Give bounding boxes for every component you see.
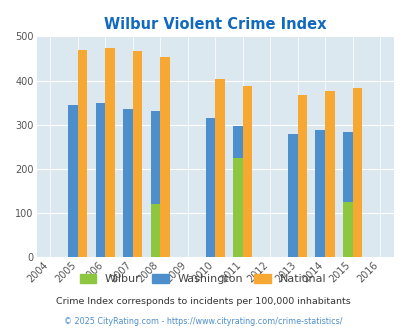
Bar	[342, 132, 352, 257]
Bar	[215, 79, 224, 257]
Bar	[297, 95, 307, 257]
Bar	[132, 51, 142, 257]
Bar	[232, 158, 242, 257]
Bar	[205, 118, 215, 257]
Bar	[78, 50, 87, 257]
Bar	[342, 202, 352, 257]
Bar	[96, 103, 105, 257]
Bar	[324, 91, 334, 257]
Bar	[68, 105, 78, 257]
Bar	[315, 130, 324, 257]
Bar	[232, 126, 242, 257]
Bar	[150, 204, 160, 257]
Title: Wilbur Violent Crime Index: Wilbur Violent Crime Index	[104, 17, 326, 32]
Bar	[105, 48, 115, 257]
Bar	[287, 134, 297, 257]
Text: © 2025 CityRating.com - https://www.cityrating.com/crime-statistics/: © 2025 CityRating.com - https://www.city…	[64, 317, 341, 326]
Legend: Wilbur, Washington, National: Wilbur, Washington, National	[75, 270, 330, 289]
Bar	[242, 86, 252, 257]
Bar	[123, 109, 132, 257]
Text: Crime Index corresponds to incidents per 100,000 inhabitants: Crime Index corresponds to incidents per…	[55, 297, 350, 307]
Bar	[160, 57, 169, 257]
Bar	[352, 88, 361, 257]
Bar	[150, 111, 160, 257]
